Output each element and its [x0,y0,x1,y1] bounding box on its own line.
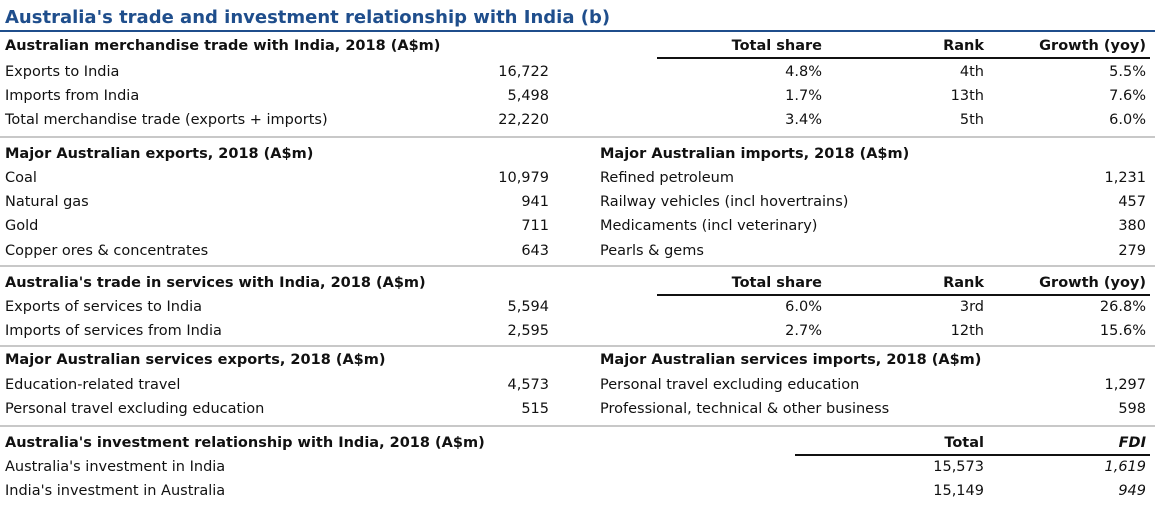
page-title: Australia's trade and investment relatio… [5,7,611,28]
row-label: Refined petroleum [600,170,734,186]
row-label: Medicaments (incl veterinary) [600,218,818,234]
section-heading: Australia's investment relationship with… [5,435,485,451]
section-heading: Australia's trade in services with India… [5,275,426,291]
column-header: FDI [1118,435,1146,451]
row-label: Imports from India [5,88,140,104]
section-separator [0,265,1155,267]
column-header: Rank [943,38,984,54]
row-growth: 15.6% [1099,323,1146,339]
row-rank: 3rd [959,299,984,315]
row-rank: 12th [950,323,984,339]
section-heading: Australian merchandise trade with India,… [5,38,441,54]
row-rank: 4th [959,64,984,80]
row-label: Coal [5,170,37,186]
header-underline [657,294,1150,296]
row-share: 1.7% [785,88,822,104]
row-label: Exports of services to India [5,299,203,315]
row-rank: 5th [959,112,984,128]
column-header: Total [944,435,984,451]
row-value: 10,979 [498,170,549,186]
row-growth: 5.5% [1109,64,1146,80]
row-label: Personal travel excluding education [600,377,860,393]
section-separator [0,345,1155,347]
section-heading: Major Australian services exports, 2018 … [5,352,386,368]
row-growth: 7.6% [1109,88,1146,104]
row-total: 15,573 [933,459,984,475]
row-growth: 6.0% [1109,112,1146,128]
row-label: Australia's investment in India [5,459,226,475]
header-underline [657,57,1150,59]
row-share: 4.8% [785,64,822,80]
row-value: 515 [521,401,549,417]
row-label: Natural gas [5,194,89,210]
row-value: 711 [521,218,549,234]
row-fdi: 1,619 [1104,459,1146,475]
row-growth: 26.8% [1099,299,1146,315]
row-value: 279 [1118,243,1146,259]
row-value: 1,231 [1104,170,1146,186]
section-heading: Major Australian services imports, 2018 … [600,352,982,368]
row-value: 5,594 [507,299,549,315]
row-label: India's investment in Australia [5,483,226,499]
column-header: Growth (yoy) [1039,275,1146,291]
row-label: Professional, technical & other business [600,401,890,417]
row-value: 457 [1118,194,1146,210]
row-label: Exports to India [5,64,120,80]
row-value: 598 [1118,401,1146,417]
row-label: Personal travel excluding education [5,401,265,417]
column-header: Rank [943,275,984,291]
row-label: Education-related travel [5,377,181,393]
column-header: Growth (yoy) [1039,38,1146,54]
row-value: 16,722 [498,64,549,80]
row-value: 643 [521,243,549,259]
row-value: 380 [1118,218,1146,234]
row-value: 941 [521,194,549,210]
section-separator [0,425,1155,427]
row-share: 2.7% [785,323,822,339]
row-label: Railway vehicles (incl hovertrains) [600,194,849,210]
row-value: 1,297 [1104,377,1146,393]
row-label: Gold [5,218,39,234]
row-total: 15,149 [933,483,984,499]
row-value: 22,220 [498,112,549,128]
row-label: Imports of services from India [5,323,222,339]
column-header: Total share [731,275,822,291]
row-label: Total merchandise trade (exports + impor… [5,112,328,128]
column-header: Total share [731,38,822,54]
section-separator [0,136,1155,138]
row-share: 3.4% [785,112,822,128]
title-rule [0,30,1155,32]
row-label: Pearls & gems [600,243,704,259]
section-heading: Major Australian imports, 2018 (A$m) [600,146,910,162]
row-value: 2,595 [507,323,549,339]
row-value: 5,498 [507,88,549,104]
header-underline [795,454,1150,456]
row-fdi: 949 [1118,483,1146,499]
row-label: Copper ores & concentrates [5,243,209,259]
row-rank: 13th [950,88,984,104]
section-heading: Major Australian exports, 2018 (A$m) [5,146,314,162]
row-value: 4,573 [507,377,549,393]
row-share: 6.0% [785,299,822,315]
